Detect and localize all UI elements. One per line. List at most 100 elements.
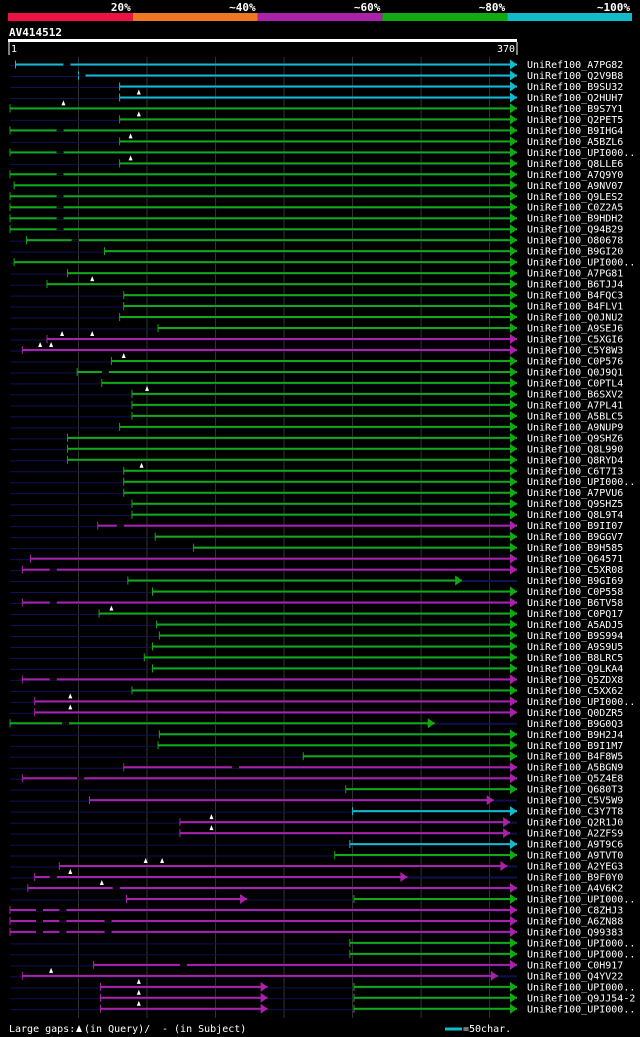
hit-end-arrow <box>510 652 517 663</box>
hit-end-arrow <box>510 586 517 597</box>
hit-extra-end-arrow <box>510 893 517 904</box>
hit-label: UniRef100_A5BGN9 <box>527 763 623 774</box>
hit-row: UniRef100_B9S994 <box>10 630 623 642</box>
hit-end-arrow <box>510 707 517 718</box>
hit-row: UniRef100_Q0DZR5 <box>10 704 623 719</box>
hit-end-arrow <box>510 355 517 366</box>
hit-rows: UniRef100_A7PG82UniRef100_Q2V9B8UniRef10… <box>9 59 635 1015</box>
hit-label: UniRef100_B9II07 <box>527 521 623 532</box>
hit-label: UniRef100_B9HDH2 <box>527 214 623 225</box>
hit-end-arrow <box>510 169 517 180</box>
hit-label: UniRef100_UPI000.. <box>527 938 635 949</box>
subject-gap <box>77 777 85 780</box>
subject-gap <box>101 370 109 373</box>
hit-label: UniRef100_A7PG81 <box>527 269 623 280</box>
subject-gap <box>62 722 70 725</box>
hit-end-arrow <box>510 399 517 410</box>
hit-label: UniRef100_A5BZL6 <box>527 137 623 148</box>
hit-row: UniRef100_C5Y8W3 <box>10 341 623 356</box>
legend-label: ~40% <box>229 1 256 14</box>
gaps-subject-label: - (in Subject) <box>162 1024 246 1035</box>
hit-row: UniRef100_Q2HUH7 <box>10 89 623 104</box>
hit-label: UniRef100_A5BLC5 <box>527 411 623 422</box>
hit-row: UniRef100_Q9SHZ5 <box>10 498 623 510</box>
subject-gap <box>56 206 64 209</box>
hit-end-arrow <box>510 762 517 773</box>
hit-label: UniRef100_C5V5W9 <box>527 796 623 807</box>
hit-extra-end-arrow <box>510 1003 517 1014</box>
hit-row: UniRef100_Q8L9T4 <box>10 509 623 521</box>
hit-end-arrow <box>510 454 517 465</box>
hit-label: UniRef100_B9GI69 <box>527 576 623 587</box>
hit-row: UniRef100_Q99383 <box>9 926 623 938</box>
hit-row: UniRef100_A7PVU6 <box>10 487 623 499</box>
hit-end-arrow <box>510 59 517 70</box>
hit-row: UniRef100_B4FQC3 <box>10 290 623 302</box>
hit-end-arrow <box>510 334 517 344</box>
hit-label: UniRef100_C6T7I3 <box>527 466 623 477</box>
hit-end-arrow <box>510 784 517 795</box>
hit-row: UniRef100_Q2R1J0 <box>10 814 623 829</box>
hit-label: UniRef100_Q9LKA4 <box>527 664 623 675</box>
hit-row: UniRef100_A5BZL6 <box>10 133 623 148</box>
legend-swatch <box>382 13 508 21</box>
hit-label: UniRef100_Q2PET5 <box>527 115 623 126</box>
query-gap-caret-icon <box>136 989 141 995</box>
subject-gap <box>78 74 86 77</box>
hit-end-arrow <box>510 531 517 542</box>
hit-end-arrow <box>510 147 517 158</box>
hit-label: UniRef100_C0H917 <box>527 960 623 971</box>
hit-label: UniRef100_B9IHG4 <box>527 126 623 137</box>
hit-end-arrow <box>510 268 517 279</box>
hit-label: UniRef100_B9G0Q3 <box>527 719 623 730</box>
subject-gap <box>56 228 64 231</box>
legend-swatch <box>8 13 133 21</box>
hit-row: UniRef100_C3Y7T8 <box>10 806 623 818</box>
hit-label: UniRef100_C0P576 <box>527 356 623 367</box>
hit-row: UniRef100_B9H585 <box>10 542 623 554</box>
hit-label: UniRef100_Q0DZR5 <box>527 708 623 719</box>
hit-label: UniRef100_B9GI20 <box>527 247 623 258</box>
hit-label: UniRef100_C5XX62 <box>527 686 623 697</box>
hit-row: UniRef100_A6ZN88 <box>9 915 623 927</box>
hit-row: UniRef100_A5ADJ5 <box>10 619 623 631</box>
hit-extra-end-arrow <box>510 992 517 1003</box>
hit-row: UniRef100_B6TV58 <box>10 597 623 609</box>
hit-end-arrow <box>510 158 517 169</box>
legend-swatch <box>257 13 383 21</box>
hit-row: UniRef100_UPI000.. <box>10 948 635 960</box>
hit-end-arrow <box>510 915 517 926</box>
hit-label: UniRef100_Q8L990 <box>527 444 623 455</box>
subject-gap <box>49 601 57 604</box>
hit-end-arrow <box>510 70 517 81</box>
hit-label: UniRef100_B4F8W5 <box>527 752 623 763</box>
query-gap-caret-icon <box>139 462 144 468</box>
query-gap-caret-icon <box>90 276 95 282</box>
hit-label: UniRef100_B9S994 <box>527 631 623 642</box>
hit-end-arrow <box>510 443 517 454</box>
hit-row: UniRef100_B9G0Q3 <box>9 718 623 730</box>
hit-label: UniRef100_B9F0Y0 <box>527 873 623 884</box>
query-gap-caret-icon <box>136 1000 141 1006</box>
hit-label: UniRef100_A7Q9Y0 <box>527 170 623 181</box>
hit-label: UniRef100_A9S9U5 <box>527 642 623 653</box>
query-gap-caret-icon <box>49 967 54 973</box>
hit-row: UniRef100_Q680T3 <box>10 784 623 796</box>
subject-gap <box>59 908 67 911</box>
hit-row: UniRef100_B9S7Y1 <box>9 100 623 115</box>
hit-label: UniRef100_A9TVT0 <box>527 851 623 862</box>
hit-row: UniRef100_A9S9U5 <box>10 641 623 653</box>
hit-label: UniRef100_C5Y8W3 <box>527 345 623 356</box>
hit-end-arrow <box>503 817 511 828</box>
hit-row: UniRef100_B9GI20 <box>10 246 623 258</box>
hit-end-arrow <box>510 246 517 257</box>
hit-end-arrow <box>510 926 517 937</box>
hit-row: UniRef100_B9GGV7 <box>10 531 623 543</box>
query-gap-caret-icon <box>136 111 141 117</box>
hit-label: UniRef100_A7PL41 <box>527 400 623 411</box>
hit-label: UniRef100_A2ZFS9 <box>527 829 623 840</box>
hit-label: UniRef100_UPI000.. <box>527 697 635 708</box>
legend-swatch <box>507 13 632 21</box>
query-gap-caret-icon <box>99 880 104 885</box>
